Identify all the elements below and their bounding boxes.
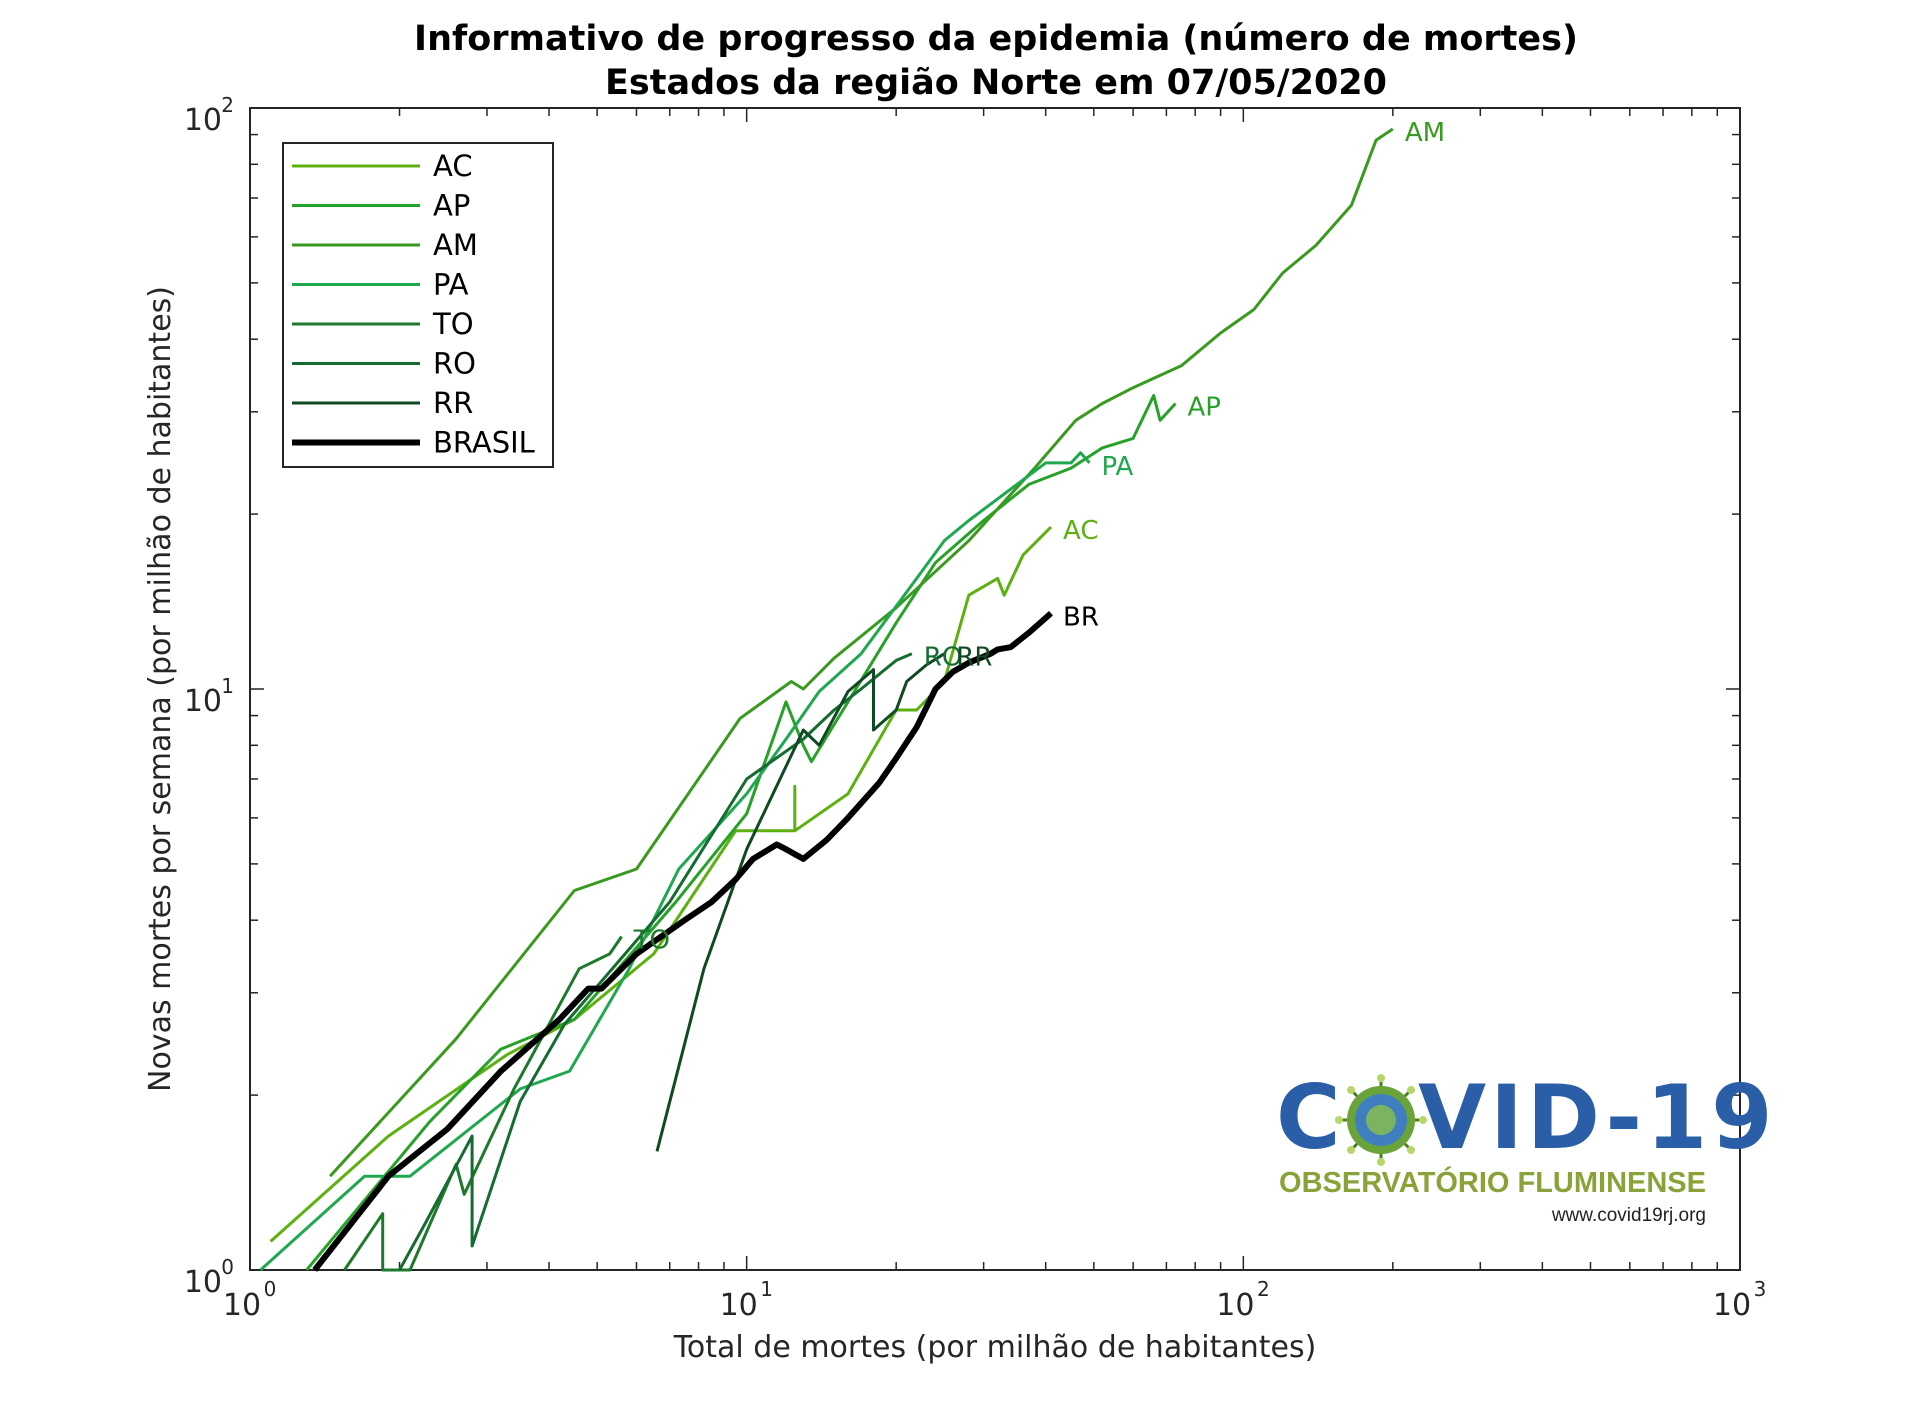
x-tick-label: 10: [720, 1288, 758, 1323]
series-line-rr: [655, 652, 946, 1152]
y-tick-exponent: 2: [221, 93, 234, 117]
logo-subtitle: OBSERVATÓRIO FLUMINENSE: [1279, 1165, 1706, 1199]
chart-title: Informativo de progresso da epidemia (nú…: [414, 19, 1578, 59]
end-label-am: AM: [1405, 118, 1445, 148]
x-tick-label: 10: [1216, 1288, 1254, 1323]
legend-label-ac: AC: [433, 149, 473, 183]
y-tick-exponent: 1: [221, 674, 234, 698]
x-tick-labels: 10 0 10 1 10 2 10 3: [223, 1277, 1766, 1323]
series-line-pa: [259, 451, 1091, 1272]
virus-icon: [1335, 1074, 1427, 1166]
y-tick-label: 10: [184, 103, 222, 138]
series-line-ro: [398, 652, 913, 1271]
series-lines: [259, 127, 1394, 1272]
x-tick-label: 10: [223, 1288, 261, 1323]
x-tick-exponent: 3: [1754, 1277, 1767, 1301]
series-line-ap: [305, 394, 1177, 1271]
x-tick-exponent: 1: [760, 1277, 773, 1301]
series-line-am: [328, 127, 1394, 1178]
y-tick-label: 10: [184, 1265, 222, 1300]
series-line-to: [343, 935, 623, 1272]
chart-subtitle: Estados da região Norte em 07/05/2020: [605, 63, 1387, 103]
legend-label-rr: RR: [433, 386, 473, 420]
end-label-pa: PA: [1101, 452, 1133, 482]
end-label-rr: RR: [956, 643, 992, 673]
series-line-brasil: [312, 611, 1053, 1272]
logo-title-rest: VID-19: [1418, 1066, 1777, 1169]
covid19-logo: C: [1276, 1066, 1777, 1226]
legend: AC AP AM PA TO RO RR BRASIL: [282, 142, 554, 468]
legend-label-pa: PA: [433, 268, 469, 302]
legend-label-am: AM: [433, 228, 478, 262]
axis-ticks: [249, 108, 1740, 1271]
x-tick-exponent: 0: [264, 1277, 277, 1301]
legend-label-ro: RO: [433, 347, 476, 381]
end-label-ro: RO: [924, 643, 963, 673]
y-tick-exponent: 0: [221, 1255, 234, 1279]
x-axis-label: Total de mortes (por milhão de habitante…: [673, 1330, 1317, 1365]
end-label-brasil: BR: [1063, 602, 1099, 632]
end-label-ap: AP: [1187, 393, 1220, 423]
y-axis-label: Novas mortes por semana (por milhão de h…: [143, 286, 178, 1092]
x-tick-exponent: 2: [1257, 1277, 1270, 1301]
end-label-to: TO: [633, 925, 670, 955]
logo-url: www.covid19rj.org: [1551, 1205, 1706, 1226]
x-tick-label: 10: [1713, 1288, 1751, 1323]
logo-title-c: C: [1276, 1066, 1345, 1169]
legend-label-ap: AP: [433, 189, 470, 223]
legend-label-to: TO: [432, 307, 474, 341]
legend-label-brasil: BRASIL: [433, 426, 535, 460]
legend-box: [282, 142, 554, 468]
end-label-ac: AC: [1063, 516, 1098, 546]
y-tick-label: 10: [184, 684, 222, 719]
